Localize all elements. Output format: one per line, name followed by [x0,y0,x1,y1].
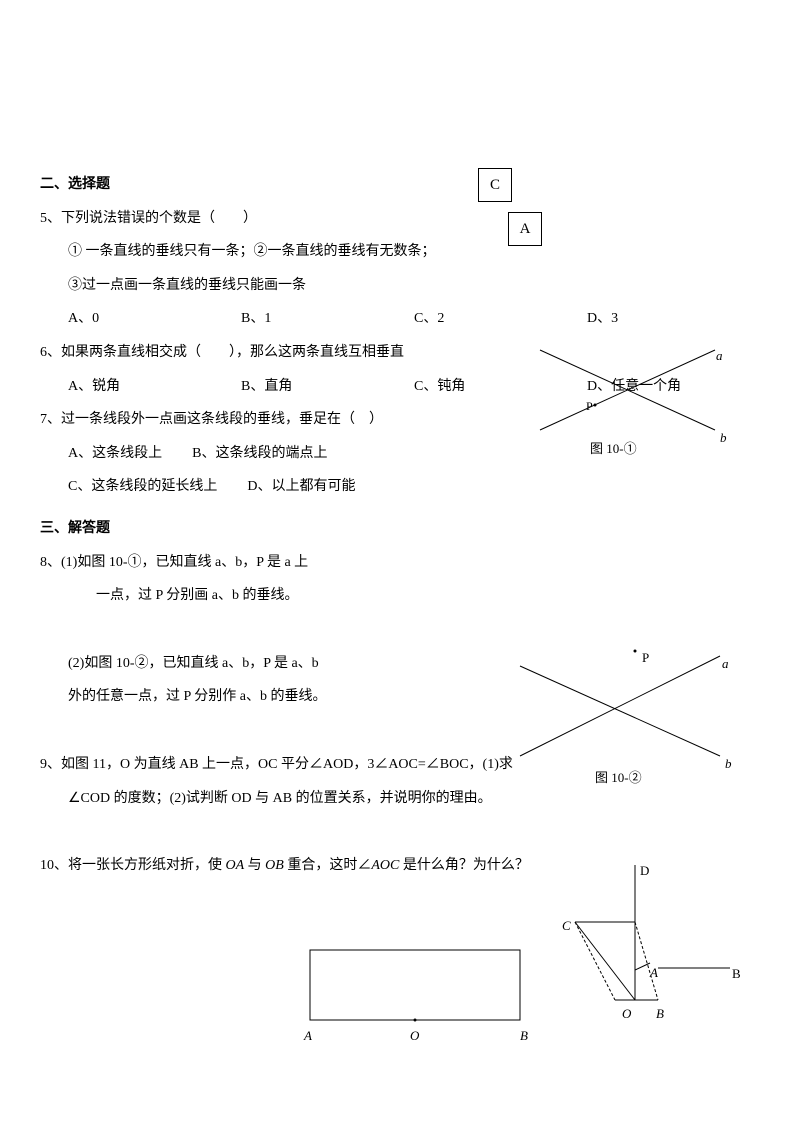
q10-end: 是什么角？为什么？ [399,858,529,873]
fig4-label-b: B [520,1020,528,1051]
q5-optC: C、2 [414,302,587,336]
figure-10-1: a b P 图 10-① [530,340,730,450]
fig3-label-o: O [622,998,631,1029]
fig2-caption: 图 10-② [595,762,642,793]
fig4-svg [300,940,540,1040]
fig2-svg [510,636,730,776]
q8-p1l2: 一点，过 P 分别画 a、b 的垂线。 [40,579,760,613]
q5-statement1: ① 一条直线的垂线只有一条；②一条直线的垂线有无数条； [40,235,760,269]
fig4-label-o: O [410,1020,419,1051]
q10-aoc: AOC [371,858,399,873]
q5-optB: B、1 [241,302,414,336]
fig3-label-b: B [656,998,664,1029]
fig3-label-a: A [650,957,658,988]
box-c: C [478,168,512,202]
q10-pre: 10、将一张长方形纸对折，使 [40,858,226,873]
question-5: 5、下列说法错误的个数是（ ） ① 一条直线的垂线只有一条；②一条直线的垂线有无… [40,202,760,336]
q6-optA: A、锐角 [68,370,241,404]
fig3-svg [560,860,740,1020]
q5-options: A、0 B、1 C、2 D、3 [40,302,760,336]
q10-ob: OB [265,858,284,873]
fig3-label-c: C [562,910,571,941]
box-a: A [508,212,542,246]
q8-p1l1: 8、(1)如图 10-①，已知直线 a、b，P 是 a 上 [40,546,760,580]
fig3-label-bigB: B [732,958,741,989]
q7-options-row2: C、这条线段的延长线上 D、以上都有可能 [40,470,760,504]
q7-optD: D、以上都有可能 [247,470,355,504]
fig3-label-d: D [640,855,649,886]
q10-post: 重合，这时∠ [284,858,372,873]
q9-line2: ∠COD 的度数；(2)试判断 OD 与 AB 的位置关系，并说明你的理由。 [40,782,760,816]
q5-optD: D、3 [587,302,760,336]
fig1-caption: 图 10-① [590,433,637,464]
section3-title: 三、解答题 [40,512,760,546]
fig2-label-p: P [642,642,649,673]
q7-optB: B、这条线段的端点上 [192,437,327,471]
fig1-label-b: b [720,422,727,453]
figure-11: D C A B O B [560,860,740,1000]
q7-optA: A、这条线段上 [68,437,162,471]
figure-rectangle: A O B [300,940,540,1040]
q7-optC: C、这条线段的延长线上 [68,470,217,504]
figure-10-2: P a b 图 10-② [510,636,730,776]
q6-optB: B、直角 [241,370,414,404]
fig1-label-a: a [716,340,723,371]
fig2-label-a: a [722,648,729,679]
q5-optA: A、0 [68,302,241,336]
q10-oa: OA [226,858,245,873]
fig4-label-a: A [304,1020,312,1051]
q5-statement2: ③过一点画一条直线的垂线只能画一条 [40,269,760,303]
section2-title: 二、选择题 [40,168,760,202]
fig2-label-b: b [725,748,732,779]
fig1-label-p: P [586,392,593,421]
q5-stem: 5、下列说法错误的个数是（ ） [40,202,760,236]
q10-mid: 与 [244,858,265,873]
